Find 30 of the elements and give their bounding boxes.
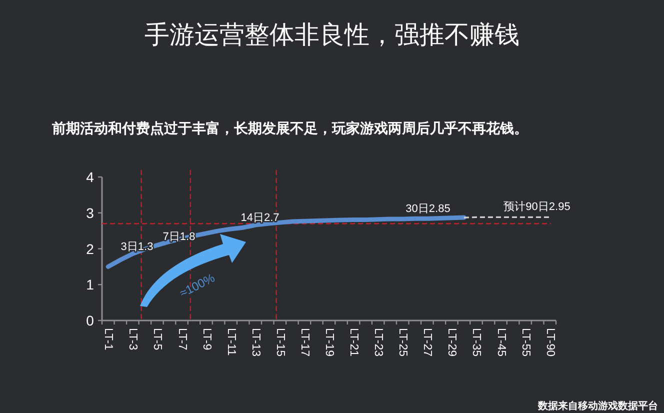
x-tick-label: LT-11 — [224, 328, 237, 356]
x-tick-label: LT-9 — [200, 328, 212, 350]
chart-title: 手游运营整体非良性，强推不赚钱 — [144, 21, 520, 49]
x-tick-label: LT-23 — [372, 328, 384, 357]
x-tick-label: LT-45 — [494, 328, 507, 357]
x-tick-label: LT-17 — [298, 328, 310, 357]
annotation: 14日2.7 — [240, 212, 280, 224]
x-tick-label: LT-21 — [348, 328, 360, 357]
x-tick-label: LT-19 — [323, 328, 335, 357]
y-tick-label: 4 — [86, 169, 94, 185]
x-tick-label: LT-27 — [421, 328, 434, 357]
text: 数据来自移动游戏数据平台 — [537, 400, 658, 412]
x-tick-label: LT-7 — [176, 328, 188, 350]
annotation: 预计90日2.95 — [504, 200, 570, 213]
x-tick-label: LT-13 — [249, 328, 262, 357]
y-tick-label: 0 — [86, 312, 94, 328]
x-tick-label: LT-3 — [126, 328, 139, 350]
x-tick-label: LT-35 — [470, 328, 482, 357]
x-tick-label: LT-1 — [102, 328, 114, 350]
y-tick-label: 2 — [86, 240, 94, 257]
y-tick-label: 3 — [86, 204, 94, 221]
x-tick-label: LT-55 — [519, 328, 532, 357]
annotation: 30日2.85 — [406, 203, 450, 215]
y-tick-label: 1 — [86, 276, 94, 293]
x-tick-label: LT-29 — [446, 328, 458, 357]
x-tick-label: LT-90 — [544, 328, 556, 357]
x-tick-label: LT-5 — [151, 328, 164, 350]
x-tick-label: LT-25 — [396, 328, 409, 357]
chart-subtitle: 前期活动和付费点过于丰富，长期发展不足，玩家游戏两周后几乎不再花钱。 — [51, 120, 528, 137]
x-tick-label: LT-15 — [274, 328, 286, 357]
